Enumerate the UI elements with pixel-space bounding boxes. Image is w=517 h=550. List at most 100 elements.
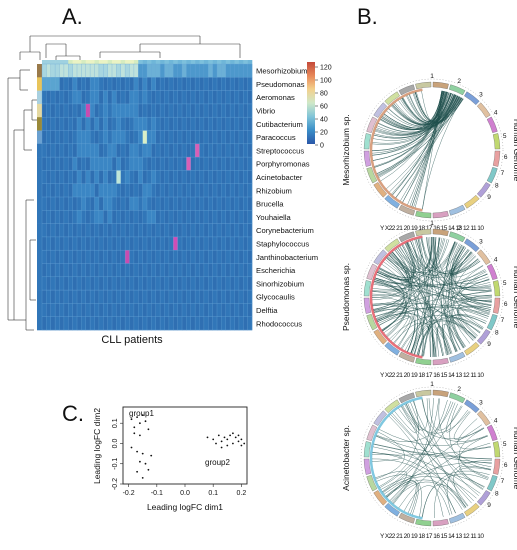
heatmap-cell [133,223,139,238]
heatmap-cell [138,130,143,145]
circos-link [375,270,486,287]
heatmap-cell [133,263,139,278]
heatmap-cell [129,263,135,278]
row-label: Corynebacterium [256,226,314,235]
row-label: Cutibacterium [256,120,303,129]
heatmap-cell [138,90,143,105]
heatmap-cell [46,103,52,118]
heatmap-cell [68,130,73,145]
heatmap-cell [120,130,126,145]
heatmap-cell [63,183,69,198]
chromosome-labels-bottom: Y X22 21 20 19 18 17 16 15 14 13 12 11 1… [380,533,484,540]
heatmap-cell [208,263,213,278]
chromosome-segment [384,194,400,209]
heatmap-cell [107,103,113,118]
heatmap-cell [72,210,78,224]
row-annotation-cell [37,90,42,105]
heatmap-cell [59,223,65,238]
heatmap-cell [182,316,187,331]
heatmap-cell [103,276,108,291]
chromosome-label: 5 [503,441,507,448]
heatmap-cell [125,236,130,251]
column-annotation-cell [55,60,60,64]
heatmap-cell [203,170,209,184]
heatmap-cell [208,290,213,304]
column-annotation-cell [103,60,108,64]
heatmap-cell [98,236,104,251]
heatmap-cell [195,183,200,198]
row-label: Staphylococcus [256,239,309,248]
heatmap-cell [168,210,174,224]
heatmap-cell [212,90,218,105]
circos-link [401,406,456,514]
chromosome-segment [384,238,400,253]
heatmap-cell [138,316,143,331]
heatmap-cell [50,223,56,238]
annotation-group1: group1 [129,409,154,418]
circos-link [389,479,411,501]
scatter-point [226,438,229,441]
heatmap-cell [247,303,253,317]
scatter-point [240,444,243,447]
heatmap-cell [155,103,161,118]
heatmap-cell [208,77,213,91]
chromosome-segment [398,512,415,524]
heatmap-cell [85,130,91,145]
heatmap-cell [186,64,192,78]
heatmap-cell [72,276,78,291]
heatmap-cell [85,316,91,331]
circos-link [427,237,492,289]
heatmap-cell [142,130,148,145]
column-annotation-cell [155,60,161,64]
heatmap-cell [98,143,104,158]
heatmap-cell [168,183,174,198]
heatmap-cell [68,197,73,211]
heatmap-cell [129,290,135,304]
chromosome-label: 2 [457,225,461,232]
column-annotation-cell [133,60,139,64]
bacterial-genome-arc [369,235,423,359]
circos-link [388,90,443,126]
heatmap-cell [68,263,73,278]
heatmap-cell [151,77,157,91]
heatmap-cell [230,197,235,211]
heatmap-cell [112,316,117,331]
chromosome-segment [449,351,466,363]
heatmap-cell [42,236,47,251]
heatmap-cell [247,170,253,184]
heatmap-cell [225,130,231,145]
chromosome-segment [476,249,491,265]
heatmap-cell [243,64,248,78]
heatmap-cell [112,64,117,78]
heatmap-cell [68,143,73,158]
heatmap-cell [63,77,69,91]
scatter-point [141,452,144,455]
heatmap-cell [217,90,222,105]
heatmap-cell [55,316,60,331]
heatmap-cell [164,223,170,238]
heatmap-cell [234,263,240,278]
circos-link [373,243,414,311]
circos-link [374,92,450,167]
chromosome-label: 5 [503,280,507,287]
heatmap-cell [182,250,187,264]
chromosome-label: 9 [487,194,491,201]
circos-link [377,270,488,286]
circos-link [390,414,474,502]
heatmap-cell [116,236,122,251]
heatmap-cell [186,236,192,251]
heatmap-cell [120,64,126,78]
heatmap-cell [77,103,82,118]
circos-link [379,401,452,488]
heatmap-cell [103,90,108,105]
heatmap-cell [138,183,143,198]
heatmap-cell [68,183,73,198]
column-annotation-cell [112,60,117,64]
chromosome-segment [398,231,415,243]
heatmap-cell [160,117,165,131]
heatmap-cell [186,303,192,317]
circos-link [374,279,424,357]
circos-link [377,242,415,281]
colorbar-ticks: 120 100 80 60 40 20 0 [315,65,332,150]
heatmap-cell [230,316,235,331]
